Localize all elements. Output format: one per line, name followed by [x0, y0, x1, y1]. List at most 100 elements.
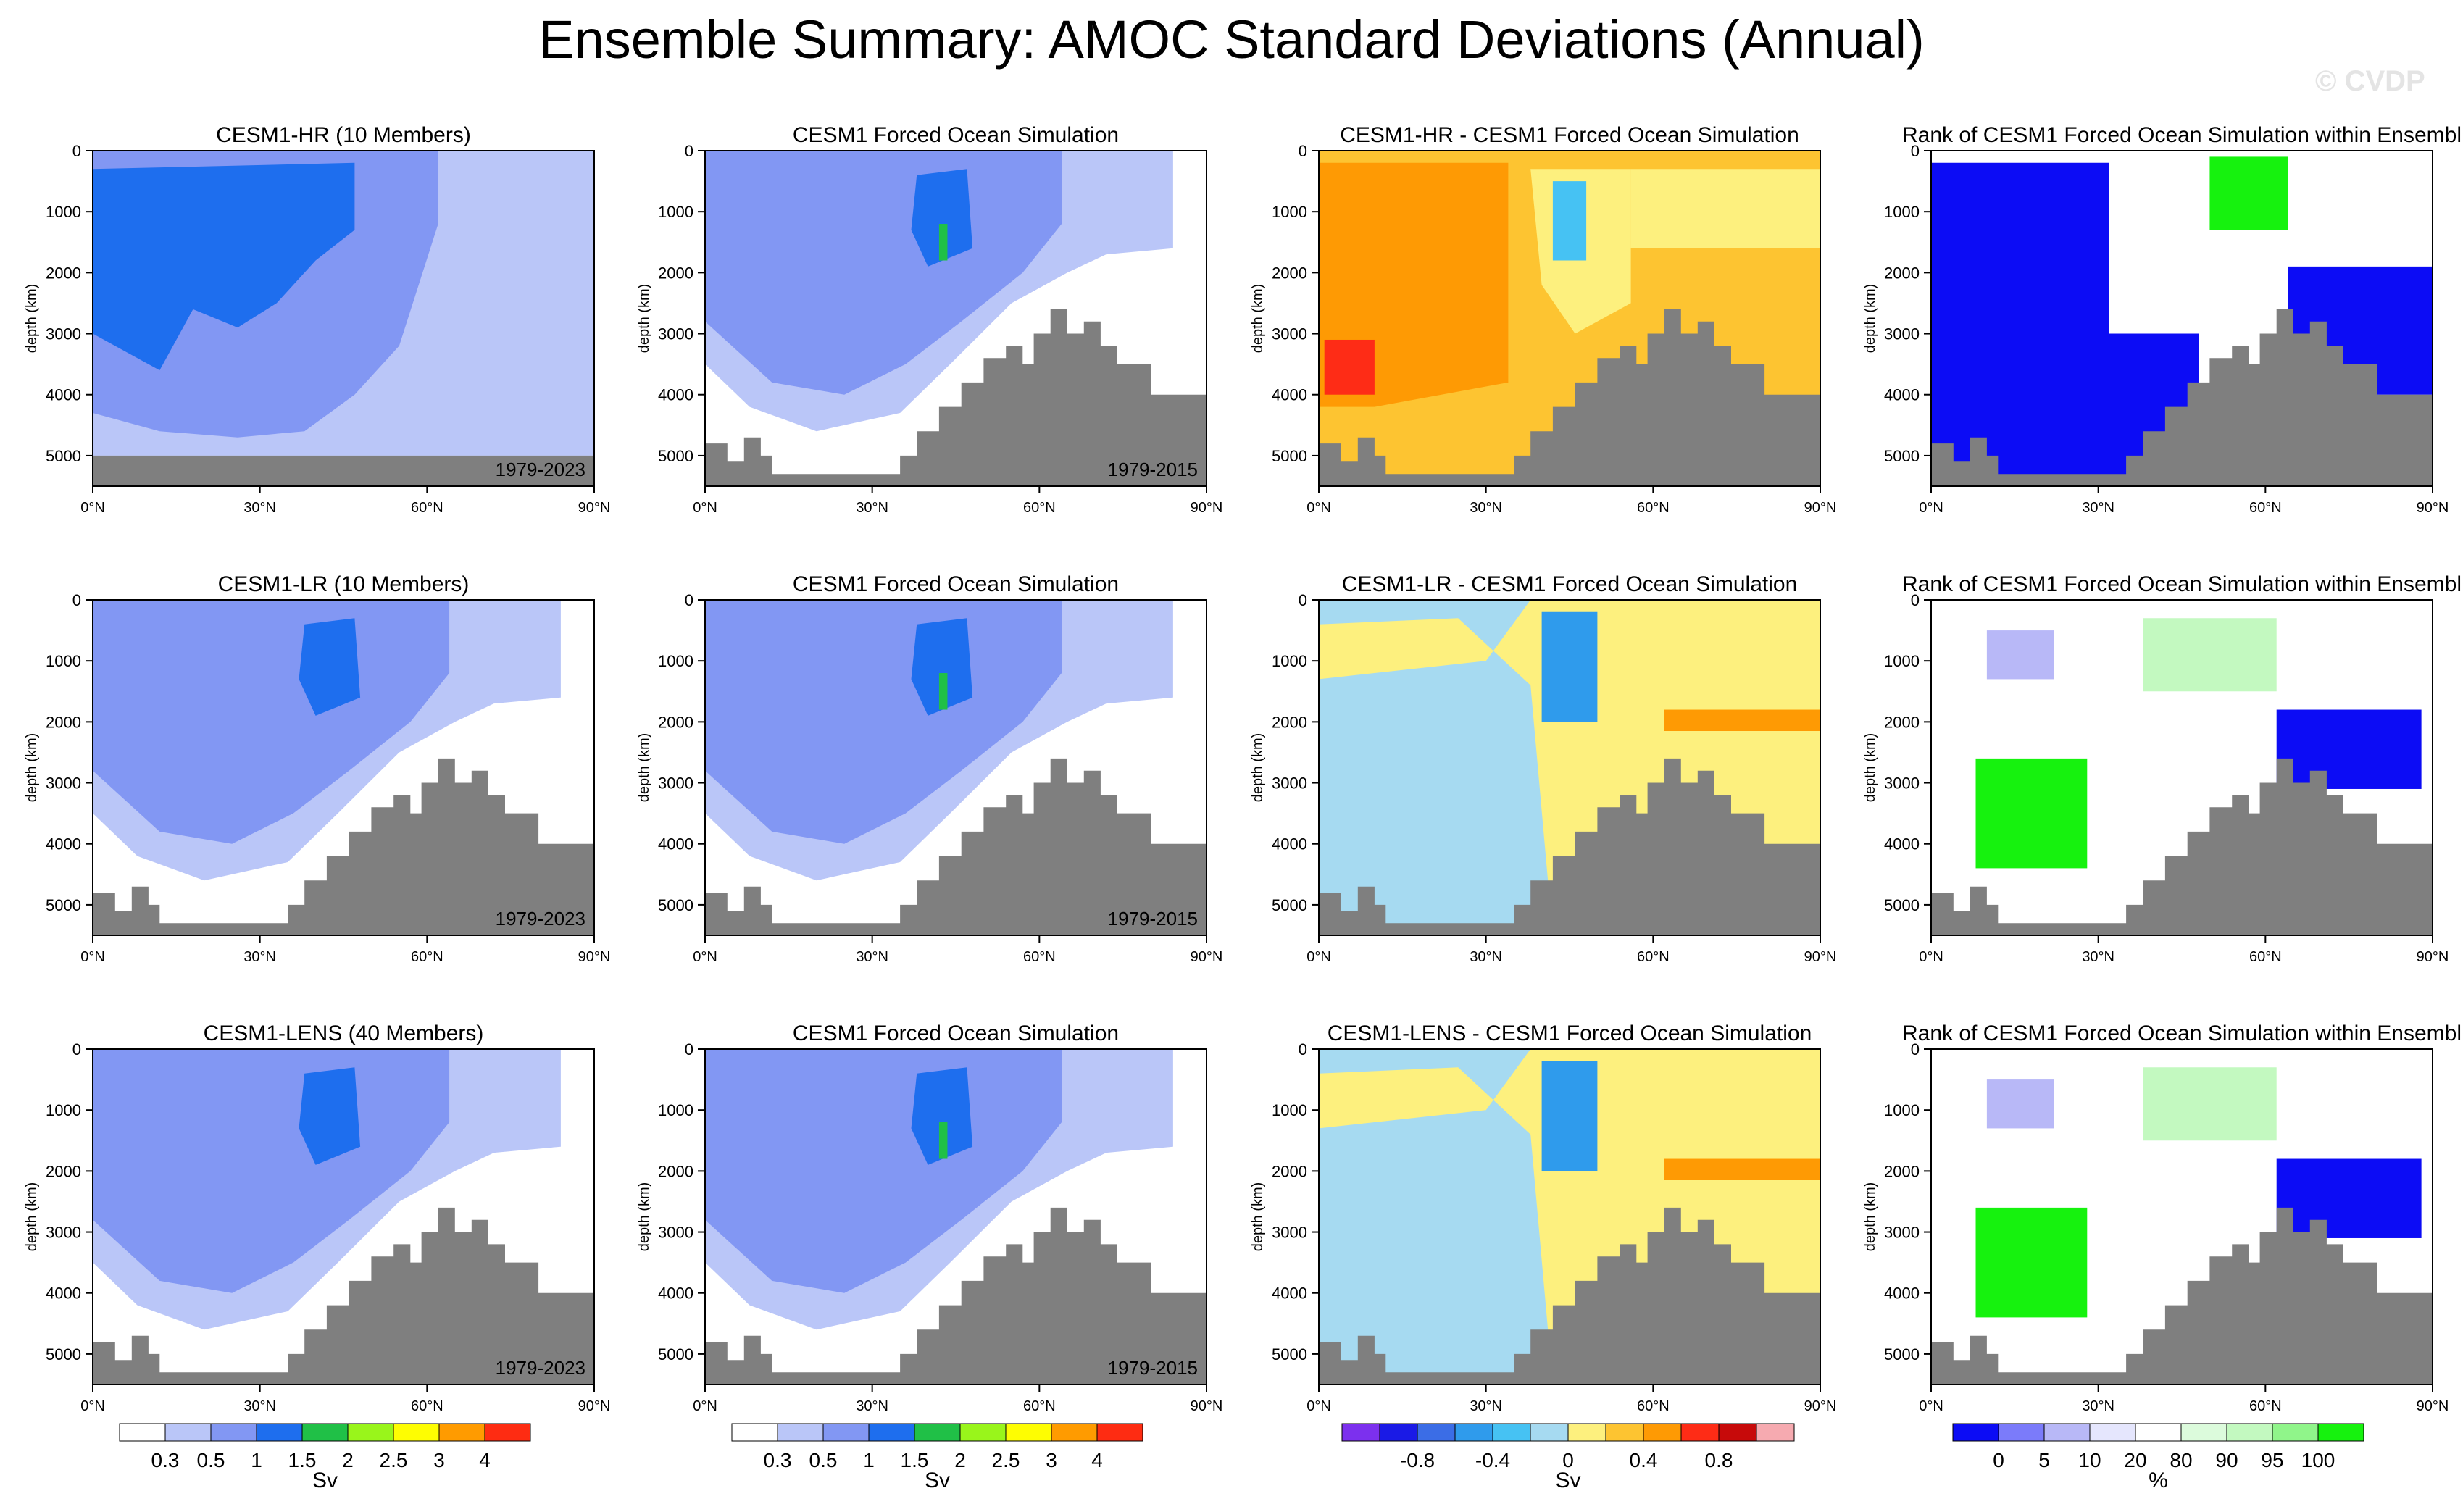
y-tick-label: 1000 — [1272, 203, 1307, 221]
x-tick-label: 30°N — [243, 1398, 276, 1414]
y-tick-label: 3000 — [46, 1224, 81, 1242]
legend-swatch — [1096, 1423, 1143, 1442]
y-tick-label: 5000 — [1884, 1345, 1920, 1363]
y-tick-label: 2000 — [46, 713, 81, 731]
panel-title: Rank of CESM1 Forced Ocean Simulation wi… — [1902, 1022, 2462, 1045]
diff-region-negative — [1552, 181, 1587, 261]
x-tick-label: 90°N — [1804, 1398, 1837, 1414]
y-tick-label: 1000 — [46, 1101, 81, 1119]
x-tick-label: 60°N — [2249, 949, 2282, 965]
legend-label: 90 — [2215, 1449, 2238, 1471]
legend-label: 2.5 — [992, 1449, 1020, 1471]
y-axis-label: depth (km) — [24, 733, 40, 803]
legend-label: 20 — [2124, 1449, 2146, 1471]
x-tick-label: 30°N — [1470, 1398, 1502, 1414]
y-tick-label: 3000 — [658, 774, 693, 793]
legend-swatch — [1005, 1423, 1052, 1442]
y-tick-label: 0 — [72, 142, 81, 160]
sv-contour-0.5 — [705, 151, 1062, 395]
y-axis-label: depth (km) — [24, 284, 40, 354]
legend-label: 2 — [954, 1449, 966, 1471]
period-label: 1979-2015 — [1108, 908, 1198, 930]
diff-region-positive — [1664, 709, 1820, 731]
y-tick-label: 4000 — [46, 835, 81, 853]
x-tick-label: 90°N — [2417, 500, 2449, 516]
legend-units: % — [2149, 1469, 2168, 1492]
x-tick-label: 0°N — [1306, 1398, 1331, 1414]
y-tick-label: 4000 — [658, 386, 693, 404]
period-label: 1979-2015 — [1108, 459, 1198, 480]
y-tick-label: 1000 — [658, 203, 693, 221]
diff-region-max — [1324, 339, 1375, 395]
bathymetry — [1931, 1207, 2433, 1384]
legend-swatch — [347, 1423, 394, 1442]
plot-frame — [704, 599, 1207, 936]
legend-swatch — [1718, 1423, 1757, 1442]
legend-swatch — [1454, 1423, 1493, 1442]
legend-label: 2 — [342, 1449, 354, 1471]
x-tick-label: 30°N — [1470, 949, 1502, 965]
y-tick-label: 4000 — [1272, 386, 1307, 404]
x-tick-label: 0°N — [80, 1398, 105, 1414]
rank-region-high — [2209, 156, 2288, 230]
y-tick-label: 5000 — [1272, 447, 1307, 465]
sv-contour-1 — [93, 162, 355, 371]
legend-label: 10 — [2078, 1449, 2101, 1471]
rank-region-low — [1986, 1079, 2054, 1129]
sv-contour-1.5 — [938, 1122, 948, 1159]
y-tick-label: 3000 — [1272, 1224, 1307, 1242]
x-tick-label: 0°N — [1919, 500, 1943, 516]
y-tick-label: 0 — [1911, 142, 1920, 160]
y-tick-label: 4000 — [46, 386, 81, 404]
panel-2-1: 0 1000 2000 3000 4000 5000 0°N 30°N 60°N 90°N dept… — [24, 572, 610, 965]
legend-swatch — [2043, 1423, 2091, 1442]
y-axis-label: depth (km) — [636, 1182, 652, 1252]
legend-label: 4 — [479, 1449, 491, 1471]
legend-label: 0.5 — [809, 1449, 838, 1471]
x-tick-label: 60°N — [1023, 1398, 1056, 1414]
plot-frame — [1318, 150, 1821, 487]
legend-swatch — [2180, 1423, 2227, 1442]
y-tick-label: 5000 — [1884, 896, 1920, 914]
sv-contour-0.5 — [93, 1049, 450, 1293]
x-tick-label: 30°N — [1470, 500, 1502, 516]
legend-label: 1 — [863, 1449, 875, 1471]
legend-swatch — [2272, 1423, 2319, 1442]
legend-label: 5 — [2038, 1449, 2050, 1471]
sv-contour-1.5 — [938, 673, 948, 710]
legend-label: 0.3 — [151, 1449, 180, 1471]
panel-title: Rank of CESM1 Forced Ocean Simulation wi… — [1902, 572, 2462, 596]
period-label: 1979-2023 — [496, 1357, 585, 1379]
y-tick-label: 4000 — [1884, 835, 1920, 853]
rank-region-low — [2276, 709, 2422, 789]
legend-label: 0 — [1993, 1449, 2004, 1471]
bathymetry — [1319, 758, 1820, 935]
legend-swatch — [119, 1423, 166, 1442]
plot-frame — [92, 1048, 595, 1385]
x-tick-label: 0°N — [693, 1398, 717, 1414]
legend-sv-col1: 0.3 0.5 1 1.5 2 2.5 3 4 Sv — [119, 1423, 531, 1492]
y-tick-label: 2000 — [1272, 1162, 1307, 1180]
legend-swatch — [731, 1423, 778, 1442]
legend-swatch — [256, 1423, 303, 1442]
y-axis-label: depth (km) — [1250, 284, 1266, 354]
legend-swatch — [914, 1423, 961, 1442]
y-tick-label: 4000 — [1884, 386, 1920, 404]
y-tick-label: 3000 — [1272, 774, 1307, 793]
y-axis-label: depth (km) — [1250, 1182, 1266, 1252]
y-axis-label: depth (km) — [1862, 284, 1878, 354]
x-tick-label: 90°N — [2417, 1398, 2449, 1414]
y-tick-label: 1000 — [46, 652, 81, 670]
y-tick-label: 3000 — [1272, 325, 1307, 343]
y-tick-label: 3000 — [658, 1224, 693, 1242]
legend-swatch — [484, 1423, 531, 1442]
legend-label: 0.5 — [197, 1449, 225, 1471]
legend-swatch — [2317, 1423, 2364, 1442]
y-axis-label: depth (km) — [1862, 1182, 1878, 1252]
y-tick-label: 5000 — [1272, 896, 1307, 914]
panel-title: CESM1 Forced Ocean Simulation — [793, 123, 1119, 147]
legend-units: Sv — [925, 1469, 950, 1492]
x-tick-label: 60°N — [411, 500, 443, 516]
legend-label: 4 — [1091, 1449, 1103, 1471]
panel-1-3: 0 1000 2000 3000 4000 5000 0°N 30°N 60°N 90°N dept… — [1250, 123, 1836, 516]
